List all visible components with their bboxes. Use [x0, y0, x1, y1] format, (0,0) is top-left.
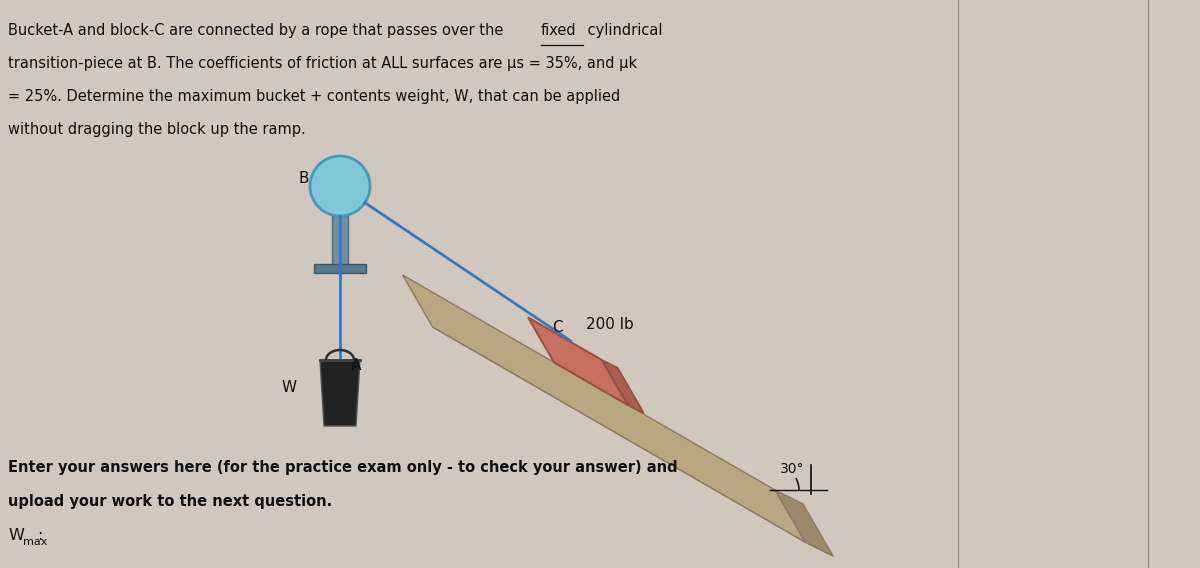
Text: 200 lb: 200 lb: [586, 317, 634, 332]
Text: W: W: [8, 528, 24, 543]
Text: upload your work to the next question.: upload your work to the next question.: [8, 494, 332, 509]
Text: :: :: [37, 528, 42, 543]
Bar: [332, 216, 348, 266]
Polygon shape: [601, 360, 643, 413]
Polygon shape: [403, 275, 805, 542]
Text: cylindrical: cylindrical: [583, 23, 662, 38]
Text: max: max: [23, 537, 47, 547]
Text: Enter your answers here (for the practice exam only - to check your answer) and: Enter your answers here (for the practic…: [8, 460, 678, 475]
Text: W: W: [282, 381, 298, 395]
Text: fixed: fixed: [541, 23, 577, 38]
Polygon shape: [320, 360, 360, 426]
Text: without dragging the block up the ramp.: without dragging the block up the ramp.: [8, 122, 306, 137]
Text: transition-piece at B. The coefficients of friction at ALL surfaces are μs = 35%: transition-piece at B. The coefficients …: [8, 56, 637, 71]
Text: A: A: [352, 357, 361, 373]
Text: 30°: 30°: [780, 462, 804, 476]
Text: = 25%. Determine the maximum bucket + contents weight, W, that can be applied: = 25%. Determine the maximum bucket + co…: [8, 89, 620, 104]
Polygon shape: [433, 327, 833, 556]
Polygon shape: [528, 318, 628, 405]
Polygon shape: [775, 490, 833, 556]
Bar: [314, 264, 366, 273]
Text: B: B: [298, 170, 308, 186]
Circle shape: [310, 156, 370, 216]
Text: Bucket-A and block-C are connected by a rope that passes over the: Bucket-A and block-C are connected by a …: [8, 23, 508, 38]
Text: C: C: [552, 320, 563, 335]
